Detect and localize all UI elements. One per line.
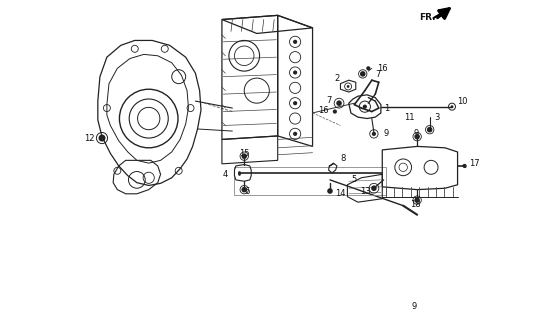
Circle shape <box>293 132 297 136</box>
Text: 2: 2 <box>334 74 340 83</box>
Circle shape <box>363 105 367 109</box>
Text: 14: 14 <box>335 189 346 198</box>
Text: 9: 9 <box>413 129 418 138</box>
Text: 13: 13 <box>360 187 370 196</box>
Circle shape <box>99 134 105 141</box>
Text: 8: 8 <box>340 155 346 164</box>
Circle shape <box>366 66 370 70</box>
Circle shape <box>347 85 349 88</box>
Circle shape <box>241 187 247 192</box>
Text: 7: 7 <box>326 96 332 105</box>
Text: 17: 17 <box>469 159 479 168</box>
Circle shape <box>451 105 454 108</box>
Text: 9: 9 <box>412 302 417 311</box>
Circle shape <box>372 132 376 136</box>
Text: 10: 10 <box>458 97 468 106</box>
Circle shape <box>414 197 420 203</box>
Circle shape <box>293 101 297 105</box>
Text: 4: 4 <box>222 170 227 179</box>
Text: 12: 12 <box>85 133 95 142</box>
Circle shape <box>293 40 297 44</box>
Circle shape <box>333 109 337 114</box>
Text: 16: 16 <box>318 106 329 115</box>
Text: 15: 15 <box>239 149 250 158</box>
Text: FR.: FR. <box>419 13 436 22</box>
Circle shape <box>360 71 366 77</box>
Circle shape <box>463 164 466 168</box>
Circle shape <box>371 186 377 191</box>
Circle shape <box>293 70 297 75</box>
Text: 11: 11 <box>404 113 415 122</box>
Text: 6: 6 <box>244 187 250 196</box>
Text: 16: 16 <box>377 64 388 73</box>
Circle shape <box>241 153 247 159</box>
Text: 5: 5 <box>352 175 357 184</box>
Text: 18: 18 <box>410 200 421 210</box>
Circle shape <box>414 134 420 140</box>
Circle shape <box>427 127 432 132</box>
Circle shape <box>336 100 342 106</box>
Text: 3: 3 <box>434 113 439 122</box>
Circle shape <box>327 188 333 194</box>
Text: 1: 1 <box>384 104 389 113</box>
Text: 7: 7 <box>375 70 381 79</box>
Text: 9: 9 <box>384 129 389 138</box>
